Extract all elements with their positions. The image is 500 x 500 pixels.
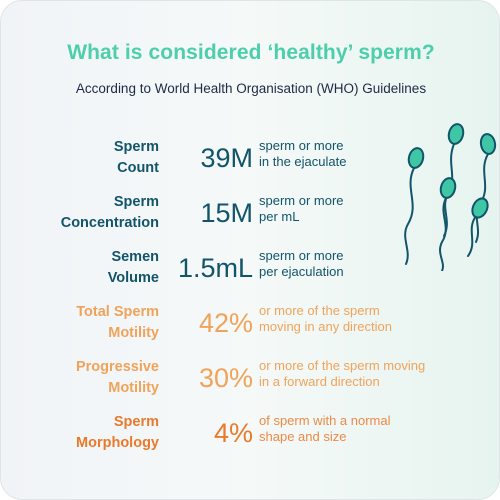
metric-label-line: Morphology xyxy=(76,435,159,451)
metric-label-line: Count xyxy=(117,160,159,176)
metric-semen-volume: Semen Volume 1.5mL sperm or more per eja… xyxy=(1,247,499,291)
metric-label: Total Sperm Motility xyxy=(9,302,159,344)
metric-sperm-count: Sperm Count 39M sperm or more in the eja… xyxy=(1,137,499,181)
metric-label: Semen Volume xyxy=(9,247,159,289)
metric-label-line: Progressive xyxy=(75,359,159,375)
metric-label-line: Volume xyxy=(107,270,159,286)
metric-value: 4% xyxy=(213,418,253,448)
metric-value: 42% xyxy=(198,308,253,338)
metric-description-line: or more of the sperm moving xyxy=(259,358,426,373)
metric-description: or more of the sperm moving in any direc… xyxy=(259,303,459,334)
metric-description-line: sperm or more xyxy=(259,138,344,153)
metric-description: of sperm with a normal shape and size xyxy=(259,413,459,444)
metric-description-line: per ejaculation xyxy=(259,263,344,279)
metric-label-line: Total Sperm xyxy=(76,304,159,320)
metric-label-line: Sperm xyxy=(113,139,159,155)
page-subtitle: According to World Health Organisation (… xyxy=(75,81,427,96)
metric-label-line: Semen xyxy=(111,249,159,265)
metric-label: Sperm Concentration xyxy=(9,192,159,234)
metric-description-line: sperm or more xyxy=(259,248,344,263)
metric-description: sperm or more in the ejaculate xyxy=(259,138,459,169)
metric-value: 30% xyxy=(198,363,253,393)
metric-value: 39M xyxy=(200,143,253,173)
metric-sperm-concentration: Sperm Concentration 15M sperm or more pe… xyxy=(1,192,499,236)
metric-label-line: Sperm xyxy=(113,194,159,210)
metric-description-line: in a forward direction xyxy=(259,373,380,389)
metric-label-line: Concentration xyxy=(60,215,159,231)
metric-description: sperm or more per mL xyxy=(259,193,459,224)
metric-description-line: per mL xyxy=(259,208,300,224)
metric-description-line: of sperm with a normal xyxy=(259,413,391,428)
metric-label-line: Motility xyxy=(108,325,159,341)
metric-label-line: Sperm xyxy=(113,414,159,430)
metric-label: Progressive Motility xyxy=(9,357,159,399)
metric-description-line: shape and size xyxy=(259,428,347,444)
metric-value: 1.5mL xyxy=(177,253,253,283)
metric-label-line: Motility xyxy=(108,380,159,396)
metric-label: Sperm Count xyxy=(9,137,159,179)
metric-description-line: sperm or more xyxy=(259,193,344,208)
metric-sperm-morphology: Sperm Morphology 4% of sperm with a norm… xyxy=(1,412,499,456)
metric-total-sperm-motility: Total Sperm Motility 42% or more of the … xyxy=(1,302,499,346)
metric-description: or more of the sperm moving in a forward… xyxy=(259,358,459,389)
metric-label: Sperm Morphology xyxy=(9,412,159,454)
sperm-cells-icon xyxy=(404,123,497,271)
metric-description-line: in the ejaculate xyxy=(259,153,347,169)
metric-description-line: moving in any direction xyxy=(259,318,392,334)
metric-description-line: or more of the sperm xyxy=(259,303,380,318)
metric-progressive-motility: Progressive Motility 30% or more of the … xyxy=(1,357,499,401)
page-title: What is considered ‘healthy’ sperm? xyxy=(67,41,435,64)
metric-value: 15M xyxy=(200,198,253,228)
metric-description: sperm or more per ejaculation xyxy=(259,248,459,279)
